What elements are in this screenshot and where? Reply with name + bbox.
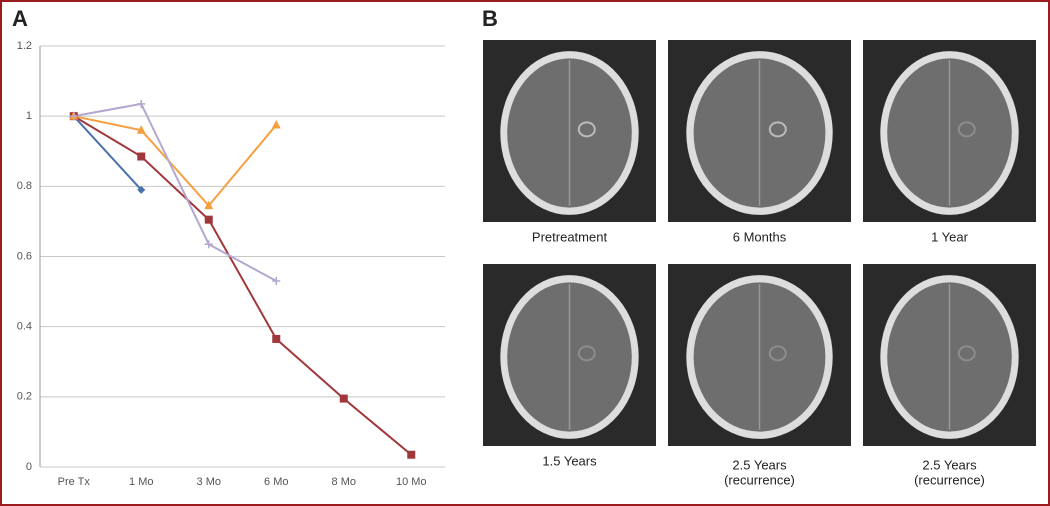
series-line (73, 102, 277, 282)
x-tick-label: 3 Mo (197, 476, 221, 488)
marker (204, 215, 213, 224)
image-caption: 1 Year (931, 229, 969, 244)
image-caption: 2.5 Years (732, 457, 787, 472)
lesion (577, 121, 596, 138)
y-tick-label: 0.4 (17, 321, 32, 333)
marker (272, 334, 281, 343)
mri-image (483, 40, 656, 222)
image-caption: 1.5 Years (542, 453, 597, 468)
lesion (957, 121, 976, 138)
lesion (768, 345, 787, 362)
y-tick-label: 1 (26, 110, 32, 122)
mri-image (863, 40, 1036, 222)
panel-label: A (12, 6, 28, 31)
y-tick-label: 0.8 (17, 180, 32, 192)
series-line (73, 115, 278, 208)
marker (137, 152, 146, 161)
marker (137, 185, 146, 194)
mri-image (668, 40, 851, 222)
marker (271, 119, 281, 129)
marker (136, 125, 146, 134)
marker (137, 99, 146, 108)
mri-image (863, 264, 1036, 446)
series-line (73, 115, 412, 456)
image-subcaption: (recurrence) (914, 472, 985, 487)
x-tick-label: Pre Tx (58, 476, 91, 488)
y-tick-label: 0.2 (17, 391, 32, 403)
marker (204, 240, 213, 249)
marker (339, 394, 348, 403)
mri-image (668, 264, 851, 446)
lesion (577, 345, 596, 362)
x-tick-label: 6 Mo (264, 476, 288, 488)
x-tick-label: 10 Mo (396, 476, 427, 488)
x-tick-label: 1 Mo (129, 476, 153, 488)
marker (407, 450, 416, 459)
lesion (957, 345, 976, 362)
series-line (73, 115, 142, 191)
y-tick-label: 1.2 (17, 40, 32, 52)
marker (204, 200, 214, 210)
x-tick-label: 8 Mo (332, 476, 356, 488)
y-tick-label: 0 (26, 461, 32, 473)
y-tick-label: 0.6 (17, 250, 32, 262)
marker (69, 112, 78, 121)
panel-label: B (482, 6, 498, 31)
image-caption: Pretreatment (532, 229, 608, 244)
image-caption: 2.5 Years (922, 457, 977, 472)
marker (272, 277, 281, 286)
image-caption: 6 Months (733, 229, 787, 244)
lesion (768, 121, 787, 138)
image-subcaption: (recurrence) (724, 472, 795, 487)
mri-image (483, 264, 656, 446)
